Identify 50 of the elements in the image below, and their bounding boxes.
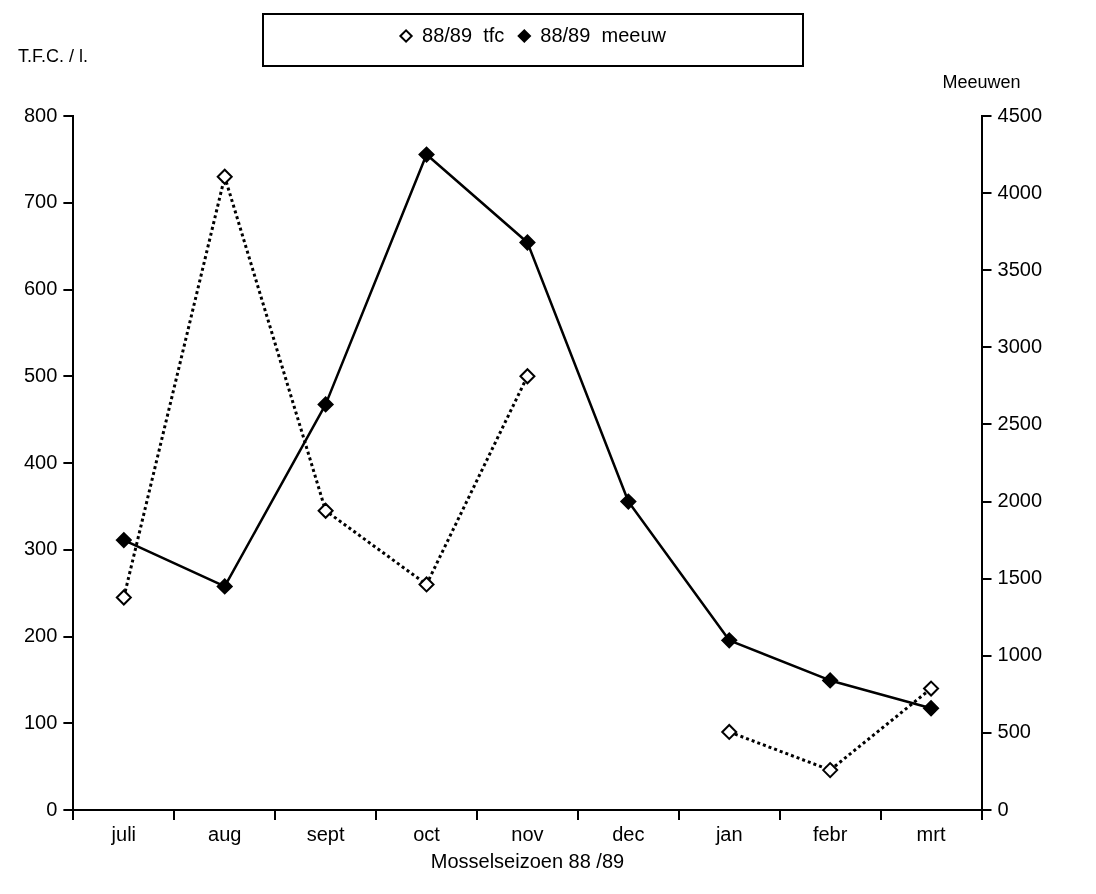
y2-tick-label: 3000: [997, 334, 1043, 357]
y2-tick-label: 500: [997, 720, 1031, 743]
point: [216, 168, 233, 185]
point: [721, 632, 738, 649]
point: [317, 502, 334, 519]
y2-tick-label: 4000: [997, 180, 1043, 203]
point: [923, 700, 940, 717]
y-tick-label: 0: [46, 797, 58, 820]
point: [317, 396, 334, 413]
y-tick-label: 600: [23, 277, 58, 300]
legend-label: 88/89 tfc: [422, 23, 505, 46]
x-tick-label: oct: [413, 822, 441, 845]
x-tick-label: mrt: [916, 822, 946, 845]
y-tick-label: 200: [23, 624, 58, 647]
x-axis-title: Mosselseizoen 88 /89: [430, 849, 625, 872]
point: [519, 368, 536, 385]
y2-tick-label: 2500: [997, 411, 1043, 434]
y-tick-label: 300: [23, 537, 58, 560]
y-tick-label: 800: [23, 103, 58, 126]
point: [115, 532, 132, 549]
point: [923, 680, 940, 697]
x-tick-label: juli: [110, 822, 137, 845]
y2-tick-label: 3500: [997, 257, 1043, 280]
y-tick-label: 500: [23, 363, 58, 386]
point: [216, 578, 233, 595]
point: [418, 146, 435, 163]
y2-tick-label: 1000: [997, 643, 1043, 666]
point: [519, 234, 536, 251]
point: [721, 723, 738, 740]
y-tick-label: 400: [23, 450, 58, 473]
point: [822, 672, 839, 689]
point: [418, 576, 435, 593]
y-axis-title: T.F.C. / l.: [18, 45, 89, 66]
point: [620, 493, 637, 510]
point: [115, 589, 132, 606]
x-tick-label: nov: [511, 822, 544, 845]
x-tick-label: dec: [612, 822, 645, 845]
x-tick-label: febr: [812, 822, 848, 845]
y-tick-label: 700: [23, 190, 58, 213]
x-tick-label: aug: [208, 822, 242, 845]
y2-tick-label: 2000: [997, 489, 1043, 512]
y2-tick-label: 0: [997, 797, 1009, 820]
point: [822, 762, 839, 779]
y-tick-label: 100: [23, 710, 58, 733]
legend-label: 88/89 meeuw: [540, 23, 667, 46]
y2-tick-label: 1500: [997, 566, 1043, 589]
x-tick-label: jan: [714, 822, 743, 845]
y2-axis-title: Meeuwen: [942, 71, 1021, 92]
x-tick-label: sept: [306, 822, 345, 845]
y2-tick-label: 4500: [997, 103, 1043, 126]
